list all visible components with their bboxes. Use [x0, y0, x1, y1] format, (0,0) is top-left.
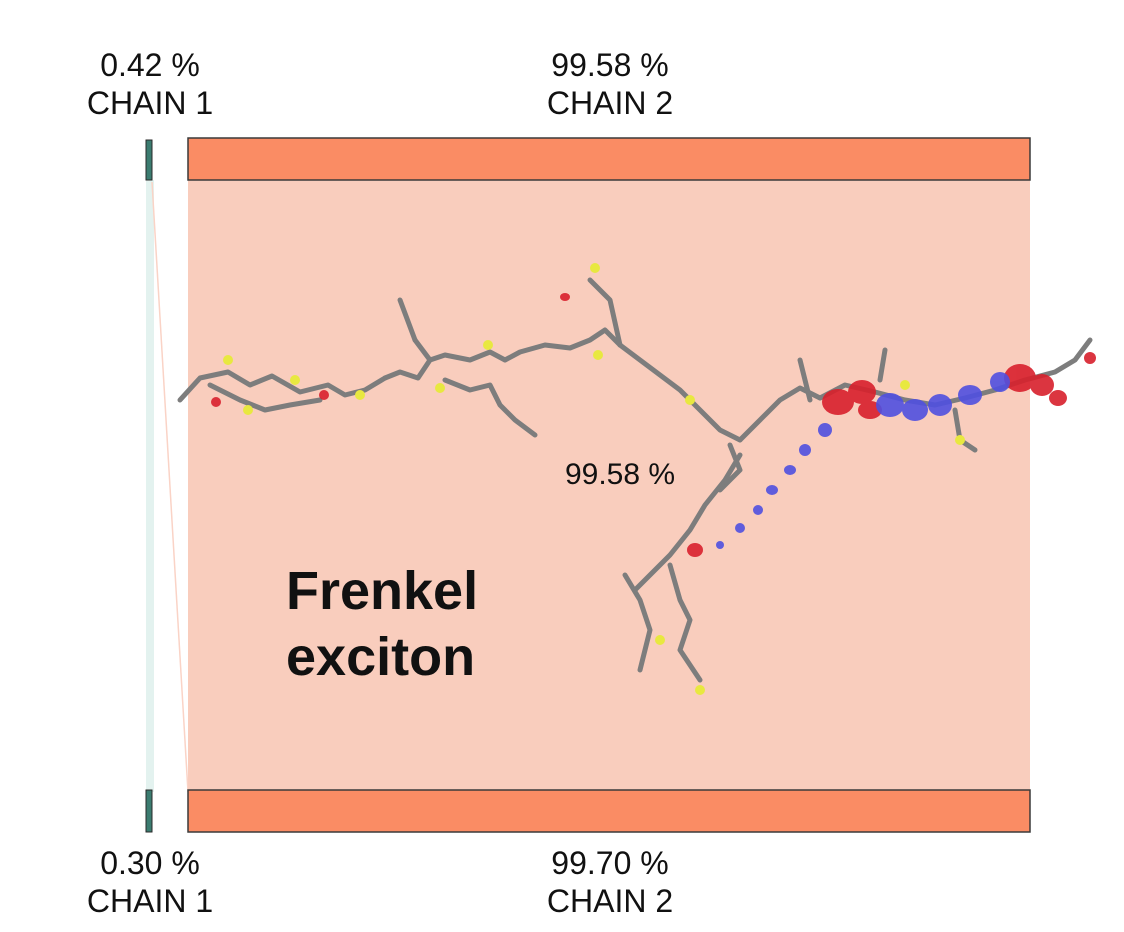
top-chain1-bar — [145, 139, 153, 181]
exciton-line1: Frenkel — [286, 561, 479, 621]
electron-density — [716, 372, 1010, 549]
bottom-chain2-label: 99.70 % CHAIN 2 — [510, 844, 710, 920]
bottom-chain1-name: CHAIN 1 — [86, 883, 214, 919]
top-chain2-bar — [187, 137, 1031, 181]
bottom-chain2-percent: 99.70 % — [551, 845, 669, 881]
top-chain2-percent: 99.58 % — [551, 47, 669, 83]
top-chain1-percent: 0.42 % — [100, 47, 200, 83]
chain1-band — [146, 180, 154, 792]
bottom-chain2-bar — [187, 789, 1031, 833]
top-chain2-name: CHAIN 2 — [546, 85, 674, 121]
bottom-chain2-name: CHAIN 2 — [546, 883, 674, 919]
sulfur-atoms — [223, 263, 965, 695]
center-percent: 99.58 % — [564, 458, 676, 491]
exciton-type-label: Frenkel exciton — [286, 558, 478, 690]
top-chain1-label: 0.42 % CHAIN 1 — [60, 46, 240, 122]
bottom-chain1-label: 0.30 % CHAIN 1 — [60, 844, 240, 920]
hole-density — [211, 293, 1096, 557]
bottom-chain1-bar — [145, 789, 153, 833]
bottom-chain1-percent: 0.30 % — [100, 845, 200, 881]
top-chain1-name: CHAIN 1 — [86, 85, 214, 121]
chain1-connector-top — [151, 181, 189, 793]
chain2-band — [188, 180, 1030, 792]
top-chain2-label: 99.58 % CHAIN 2 — [510, 46, 710, 122]
exciton-line2: exciton — [286, 627, 476, 687]
